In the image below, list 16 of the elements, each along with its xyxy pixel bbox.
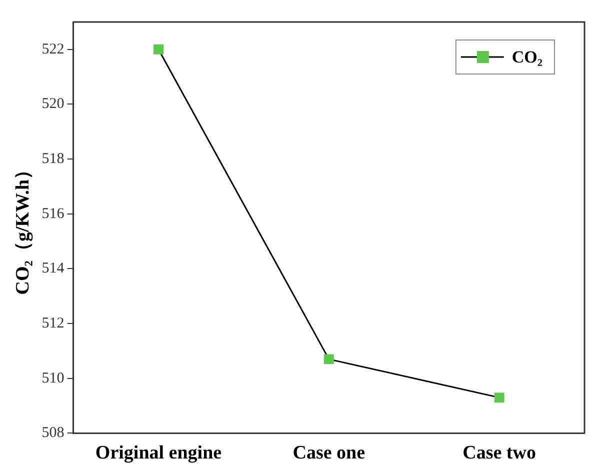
x-tick-label: Case two <box>462 442 536 464</box>
x-tick-label: Case one <box>292 442 366 464</box>
y-axis-title: CO₂（g/KW.h） <box>12 160 34 295</box>
y-tick-label: 518 <box>42 151 64 168</box>
point <box>154 44 164 54</box>
y-tick-label: 514 <box>42 260 65 277</box>
y-tick-label: 510 <box>42 370 64 386</box>
y-tick-label: 512 <box>42 315 64 332</box>
legend-label: CO₂ <box>512 47 543 66</box>
y-tick-label: 522 <box>42 41 64 58</box>
y-tick-label: 520 <box>42 96 64 112</box>
x-tick-label: Original engine <box>95 442 222 464</box>
y-tick-label: 516 <box>42 206 65 222</box>
point <box>494 392 504 403</box>
y-tick-label: 508 <box>42 425 64 442</box>
point <box>324 354 334 364</box>
